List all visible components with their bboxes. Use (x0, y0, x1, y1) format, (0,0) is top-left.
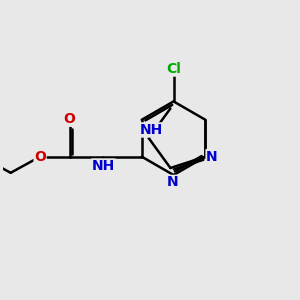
Text: N: N (166, 176, 178, 189)
Text: N: N (206, 150, 218, 164)
Text: NH: NH (92, 159, 115, 173)
Text: NH: NH (140, 123, 164, 137)
Text: O: O (64, 112, 76, 126)
Text: O: O (34, 150, 46, 164)
Text: Cl: Cl (166, 62, 181, 76)
